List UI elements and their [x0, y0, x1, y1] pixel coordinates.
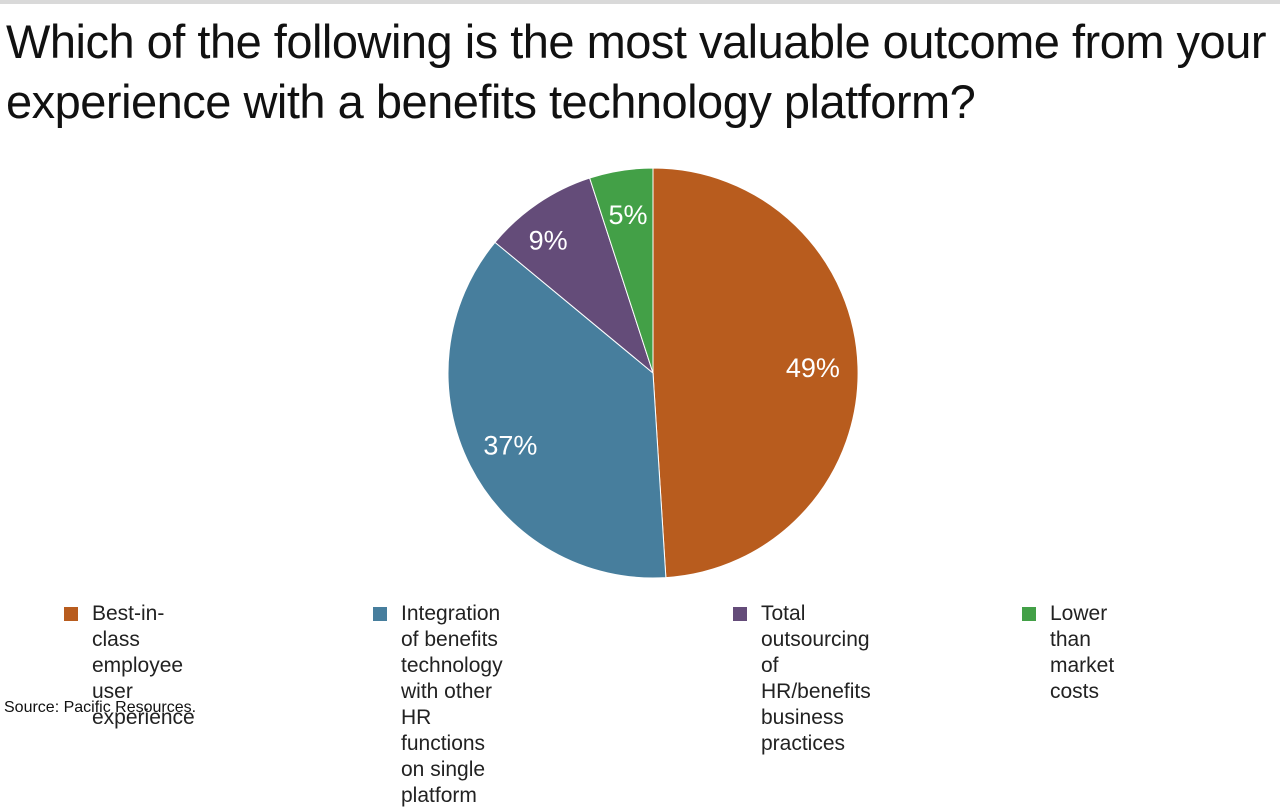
legend-label-lower-costs: Lower than market costs	[1050, 601, 1114, 705]
pie-chart: 49% 37% 9% 5%	[447, 167, 859, 579]
source-note: Source: Pacific Resources.	[4, 699, 197, 716]
legend-swatch-outsourcing	[733, 607, 747, 621]
legend-label-line: Total outsourcing of	[761, 602, 870, 677]
legend-swatch-integration	[373, 607, 387, 621]
slice-label-integration: 37%	[483, 431, 537, 461]
chart-title: Which of the following is the most valua…	[6, 15, 1266, 128]
legend-label-line: practices	[761, 732, 846, 755]
slice-label-outsourcing: 9%	[529, 226, 568, 256]
legend-label-line: functions on single platform	[401, 732, 486, 807]
legend-label-line: technology with other HR	[401, 654, 503, 729]
legend-label-outsourcing: Total outsourcing of HR/benefits business…	[761, 601, 871, 757]
legend-swatch-best-in-class	[64, 607, 78, 621]
legend-label-line: market costs	[1050, 654, 1115, 703]
pie-slice-integration	[447, 241, 667, 579]
slice-label-lower-costs: 5%	[608, 200, 647, 230]
legend-label-line: Lower than	[1050, 602, 1108, 651]
legend-label-integration: Integration of benefits technology with o…	[401, 601, 503, 809]
slice-label-best-in-class: 49%	[786, 353, 840, 383]
pie-slice-outsourcing	[494, 177, 655, 375]
pie-slice-lower-costs	[589, 167, 654, 374]
legend-label-line: Integration of benefits	[401, 602, 501, 651]
top-rule	[0, 0, 1280, 4]
legend-swatch-lower-costs	[1022, 607, 1036, 621]
pie-slice-best-in-class	[652, 167, 859, 579]
legend-label-line: HR/benefits business	[761, 680, 871, 729]
legend-label-line: Best-in-class employee	[92, 602, 184, 677]
